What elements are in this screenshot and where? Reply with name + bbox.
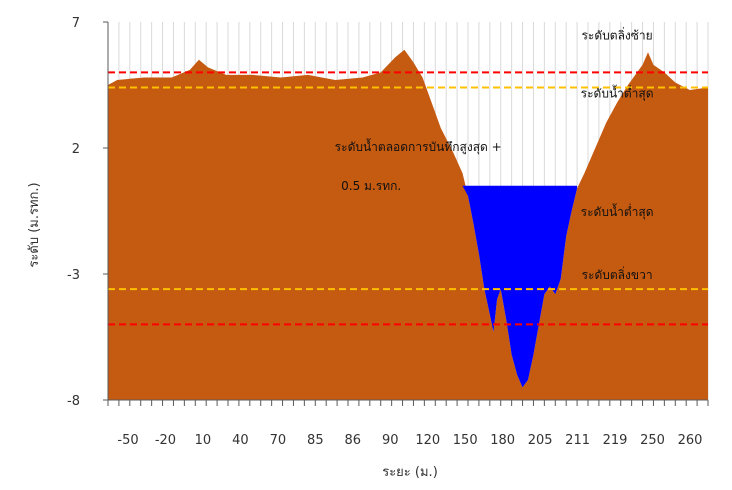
axes: 7 2 -3 -8 -50 -20 10 40 70 85 86 90 120 150 180 205 211 2… [67,16,709,448]
water-body [458,185,578,388]
x-tick-label: 150 [453,433,478,448]
ground-profile [108,49,708,400]
x-tick-label: 260 [678,433,703,448]
level-label: ระดับตลิ่งซ้าย [581,27,652,43]
reference-lines [108,71,708,326]
x-tick-label: 85 [307,433,324,448]
x-tick-label: 211 [565,433,590,448]
water-area [458,185,578,388]
x-tick-label: 10 [195,433,212,448]
y-tick-label: 7 [72,16,80,31]
x-tick-label: -20 [155,433,176,448]
y-tick-label: -8 [67,394,80,409]
x-tick-label: 90 [382,433,399,448]
level-label: ระดับตลิ่งขวา [582,266,653,282]
x-tick-label: 250 [640,433,665,448]
x-tick-label: 219 [603,433,628,448]
level-label: ระดับน้ำต่ำสุด [581,203,654,220]
x-axis-title: ระยะ (ม.) [382,465,438,480]
annotation-line-1: ระดับน้ำตลอดการบันทึกสูงสุด + [335,138,502,155]
level-label: ระดับน้ำต่ำสุด [581,85,654,102]
x-tick-label: 86 [345,433,362,448]
y-axis-title: ระดับ (ม.รทก.) [27,182,42,267]
x-tick-label: 70 [270,433,287,448]
ground-area [108,49,708,400]
labels: ระดับตลิ่งซ้ายระดับน้ำต่ำสุดระดับน้ำต่ำส… [335,27,654,282]
x-tick-label: 40 [232,433,249,448]
x-tick-label: 180 [490,433,515,448]
y-tick-label: 2 [72,142,80,157]
annotation-line-2: 0.5 ม.รทก. [341,179,401,193]
x-tick-label: 120 [415,433,440,448]
y-tick-label: -3 [67,268,80,283]
x-tick-label: -50 [117,433,138,448]
x-tick-label: 205 [528,433,553,448]
